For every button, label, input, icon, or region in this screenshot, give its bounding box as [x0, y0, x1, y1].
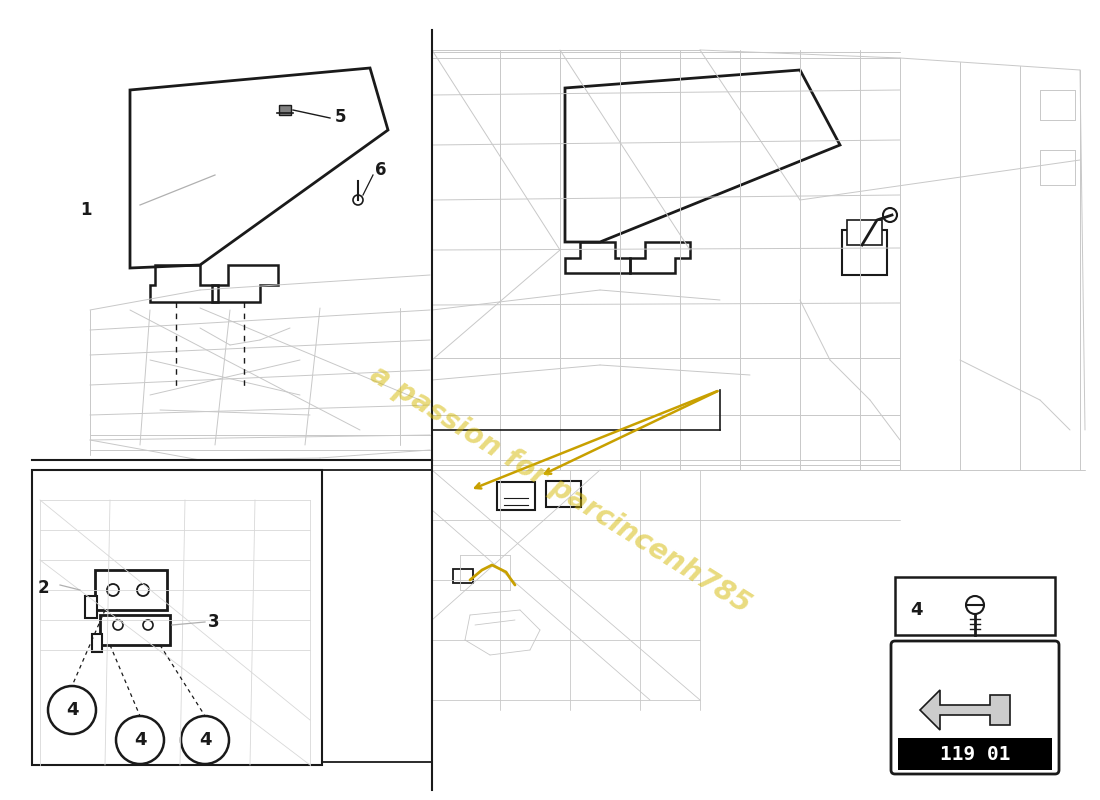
Text: a passion for parcincenh785: a passion for parcincenh785 [365, 361, 756, 619]
Circle shape [48, 686, 96, 734]
Text: 2: 2 [39, 579, 50, 597]
Bar [497, 482, 535, 510]
Bar [847, 220, 882, 245]
Text: 4: 4 [910, 601, 923, 619]
Text: 4: 4 [66, 701, 78, 719]
Bar [453, 569, 473, 583]
Bar [898, 738, 1052, 770]
Circle shape [182, 716, 229, 764]
Bar [895, 577, 1055, 635]
Text: 6: 6 [375, 161, 386, 179]
Bar [842, 230, 887, 275]
Polygon shape [920, 690, 1010, 730]
Bar [92, 634, 102, 652]
Text: 119 01: 119 01 [939, 745, 1010, 763]
Text: 5: 5 [336, 108, 346, 126]
Bar [85, 596, 97, 618]
Bar [95, 570, 167, 610]
Circle shape [116, 716, 164, 764]
Circle shape [353, 195, 363, 205]
Bar [546, 481, 581, 507]
Bar [279, 105, 292, 115]
Text: 4: 4 [134, 731, 146, 749]
FancyBboxPatch shape [891, 641, 1059, 774]
Bar [100, 615, 170, 645]
Text: 3: 3 [208, 613, 220, 631]
Text: 1: 1 [80, 201, 91, 219]
Bar [32, 470, 322, 765]
Text: 4: 4 [199, 731, 211, 749]
